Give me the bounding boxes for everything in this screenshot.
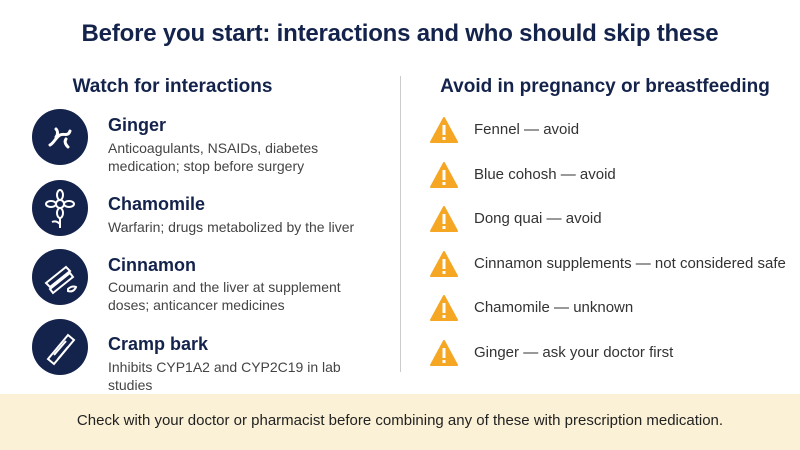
- item-description: Coumarin and the liver at supplement dos…: [108, 279, 341, 313]
- warning-text: Fennel — avoid: [474, 121, 580, 138]
- divider: [400, 76, 401, 372]
- warning-text: Dong quai — avoid: [474, 210, 602, 227]
- warning-icon: [430, 161, 458, 188]
- chamomile-icon: [32, 180, 88, 236]
- footer-text: Check with your doctor or pharmacist bef…: [76, 412, 724, 429]
- cramp-bark-icon: [32, 319, 88, 375]
- title: Before you start: interactions and who s…: [81, 20, 719, 47]
- warning-icon: [430, 339, 458, 366]
- item-name: Chamomile: [108, 194, 206, 214]
- footer-band: [0, 394, 800, 450]
- cinnamon-icon: [32, 249, 88, 305]
- right-heading: Avoid in pregnancy or breastfeeding: [440, 76, 770, 97]
- warning-text: Blue cohosh — avoid: [474, 165, 616, 183]
- item-name: Cramp bark: [108, 334, 209, 354]
- warning-text: Cinnamon supplements — not considered sa…: [474, 254, 786, 272]
- item-name: Ginger: [108, 115, 167, 135]
- item-description: Warfarin; drugs metabolized by the liver: [108, 219, 355, 235]
- item-description: Inhibits CYP1A2 and CYP2C19 in lab studi…: [108, 359, 341, 393]
- left-heading: Watch for interactions: [72, 76, 273, 97]
- warning-text: Ginger — ask your doctor first: [474, 343, 674, 361]
- item-name: Cinnamon: [108, 255, 196, 275]
- warning-icon: [430, 206, 458, 232]
- warning-icon: [430, 250, 458, 277]
- ginger-icon: [32, 109, 88, 165]
- item-description: Anticoagulants, NSAIDs, diabetes medicat…: [108, 140, 319, 174]
- warning-icon: [430, 117, 458, 143]
- warning-text: Chamomile — unknown: [474, 299, 634, 316]
- warning-icon: [430, 295, 458, 321]
